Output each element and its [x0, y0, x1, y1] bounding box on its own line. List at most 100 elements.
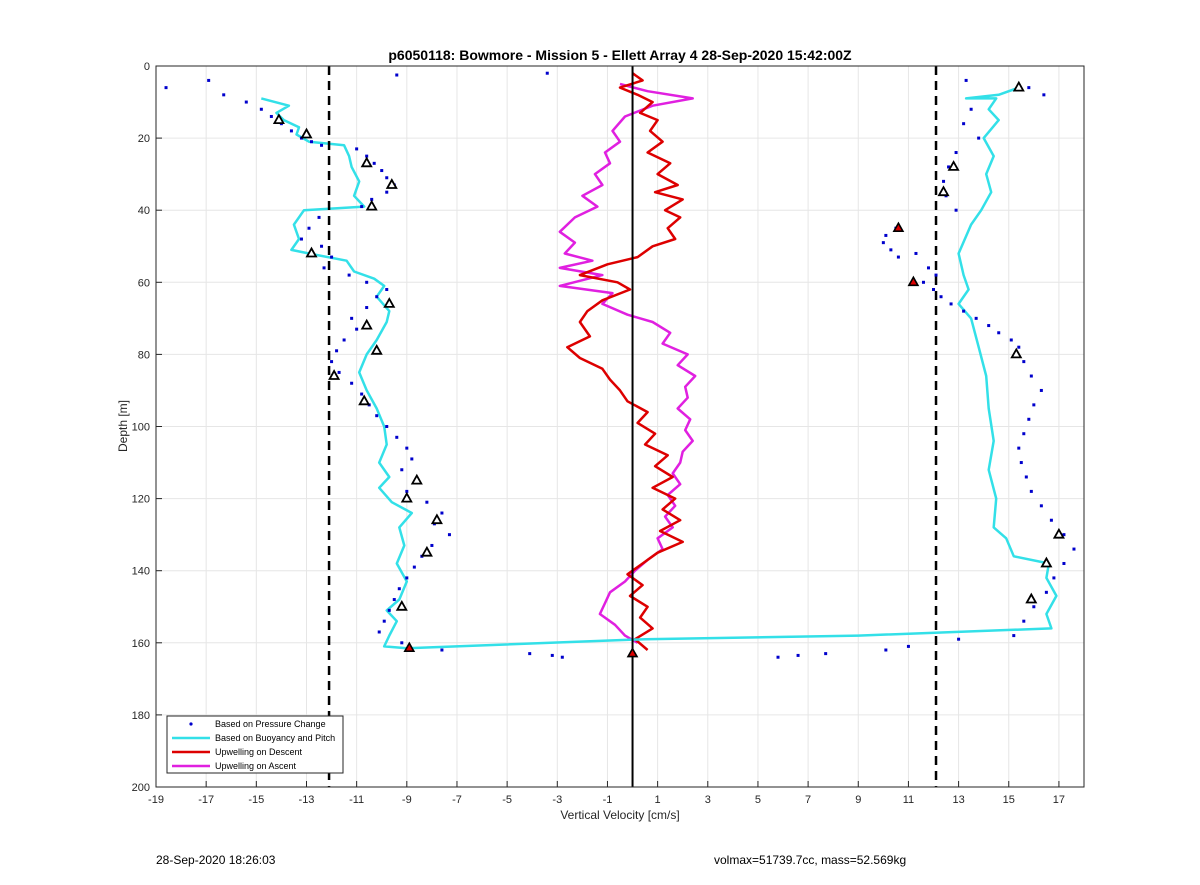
pressure-point [947, 165, 951, 169]
pressure-point [1017, 345, 1021, 349]
pressure-point [360, 205, 364, 209]
x-tick-label: 3 [705, 794, 711, 806]
pressure-point [385, 176, 389, 180]
x-tick-label: 17 [1053, 794, 1065, 806]
legend-label-ascent: Upwelling on Ascent [215, 761, 297, 771]
pressure-point [1062, 533, 1066, 537]
pressure-point [385, 425, 389, 428]
triangle-marker [1040, 556, 1053, 568]
y-tick-label: 120 [132, 494, 150, 506]
legend-label-buoyancy: Based on Buoyancy and Pitch [215, 733, 335, 743]
pressure-point [889, 248, 893, 252]
pressure-point [560, 655, 564, 659]
pressure-point [528, 652, 532, 656]
pressure-point [317, 215, 321, 219]
pressure-point [405, 576, 409, 580]
series-line-buoyancy [260, 86, 1058, 650]
x-tick-label: -11 [349, 794, 364, 806]
legend-label-descent: Upwelling on Descent [215, 747, 303, 757]
pressure-point [207, 78, 211, 82]
pressure-point [1029, 374, 1033, 378]
pressure-point [884, 233, 888, 237]
pressure-point [776, 655, 780, 659]
pressure-point [957, 637, 961, 641]
pressure-point [244, 100, 248, 104]
pressure-point [400, 468, 404, 472]
pressure-point [310, 140, 314, 144]
x-tick-label: 5 [755, 794, 761, 806]
pressure-point [1027, 86, 1031, 90]
triangle-marker [365, 199, 378, 211]
pressure-point [347, 273, 351, 277]
pressure-point [380, 169, 384, 173]
y-tick-label: 40 [138, 205, 150, 217]
pressure-point [949, 302, 953, 306]
pressure-point [824, 652, 828, 656]
legend-box [166, 715, 344, 774]
series-line-descent [566, 72, 684, 651]
pressure-point [974, 316, 978, 320]
pressure-point [881, 241, 885, 245]
pressure-point [337, 370, 341, 374]
x-tick-label: -13 [299, 794, 315, 806]
y-tick-label: 80 [138, 349, 150, 361]
x-tick-label: -1 [603, 794, 613, 806]
triangle-marker [305, 246, 318, 258]
triangle-marker [300, 127, 313, 139]
pressure-point [1019, 461, 1023, 465]
pressure-point [320, 143, 324, 147]
pressure-point [375, 295, 379, 299]
pressure-point [410, 457, 414, 461]
y-tick-label: 200 [132, 782, 150, 794]
pressure-point [1062, 561, 1066, 565]
y-tick-label: 0 [144, 61, 150, 73]
pressure-point [977, 136, 981, 140]
pressure-point [222, 93, 226, 97]
triangle-marker [272, 113, 285, 124]
legend-item-pressure: Based on Pressure Change [189, 719, 326, 729]
pressure-point [397, 587, 401, 591]
triangle-marker [400, 491, 413, 503]
x-tick-label: 1 [655, 794, 661, 806]
filled-triangle-marker [626, 646, 639, 658]
footer-timestamp: 28-Sep-2020 18:26:03 [156, 853, 276, 867]
pressure-point [342, 338, 346, 342]
triangle-marker [370, 343, 383, 355]
pressure-point [997, 331, 1001, 335]
pressure-point [299, 237, 303, 241]
pressure-point [330, 255, 334, 259]
triangle-marker [1052, 527, 1065, 539]
y-tick-label: 20 [138, 133, 150, 145]
pressure-point [289, 129, 293, 133]
pressure-point [405, 446, 409, 450]
pressure-point [335, 349, 339, 353]
pressure-point [1032, 403, 1036, 407]
triangle-marker [358, 394, 371, 406]
pressure-point [954, 151, 958, 155]
pressure-point [370, 197, 374, 201]
pressure-point [430, 543, 434, 547]
y-tick-label: 100 [132, 422, 150, 434]
triangle-marker [385, 178, 398, 189]
pressure-point [939, 295, 943, 299]
pressure-point [942, 179, 946, 183]
pressure-point [440, 511, 444, 515]
x-tick-label: 13 [952, 794, 964, 806]
triangle-marker [328, 369, 341, 380]
legend-item-ascent: Upwelling on Ascent [172, 761, 297, 771]
pressure-point [392, 598, 396, 602]
pressure-point [382, 619, 386, 623]
x-tick-label: -15 [248, 794, 264, 806]
pressure-point [322, 266, 326, 270]
pressure-point [1072, 547, 1076, 551]
pressure-point [987, 324, 991, 328]
y-axis-label: Depth [m] [116, 400, 130, 452]
pressure-point [1017, 446, 1021, 450]
pressure-point [896, 255, 900, 259]
triangle-marker [1025, 592, 1038, 604]
filled-triangle-marker [907, 275, 920, 287]
pressure-point [259, 107, 263, 111]
pressure-point [1049, 518, 1053, 522]
x-tick-label: -7 [452, 794, 462, 806]
triangle-marker [410, 473, 423, 485]
